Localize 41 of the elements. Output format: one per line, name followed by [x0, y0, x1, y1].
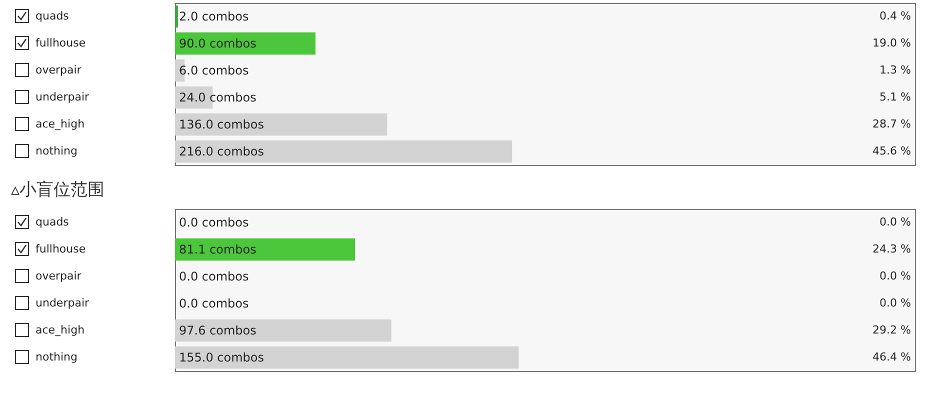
bar	[175, 140, 512, 163]
annotation: 24.0 combos	[179, 90, 256, 104]
data-label: 29.2 %	[872, 324, 911, 336]
data-label: 24.3 %	[872, 242, 911, 256]
chart-title: ▵小盲位范围	[11, 180, 105, 200]
bar	[175, 5, 178, 28]
y-tick-label: underpair	[36, 296, 90, 310]
data-label: 0.0 %	[880, 296, 911, 310]
annotation: 2.0 combos	[179, 10, 249, 24]
annotation: 0.0 combos	[179, 216, 249, 230]
y-tick-label: fullhouse	[36, 36, 86, 50]
data-label: 1.3 %	[880, 64, 911, 76]
y-tick-label: ace_high	[36, 324, 85, 336]
y-tick-label: underpair	[36, 90, 90, 104]
data-label: 45.6 %	[872, 144, 911, 158]
annotation: 216.0 combos	[179, 144, 264, 158]
annotation: 0.0 combos	[179, 296, 249, 310]
y-tick-label: overpair	[36, 270, 82, 282]
y-tick-label: nothing	[36, 350, 78, 364]
y-tick-label: quads	[36, 216, 70, 228]
annotation: 97.6 combos	[179, 324, 256, 338]
data-label: 46.4 %	[872, 350, 911, 364]
y-tick-label: overpair	[36, 64, 82, 76]
y-tick-label: ace_high	[36, 118, 85, 130]
annotation: 81.1 combos	[179, 242, 256, 256]
annotation: 0.0 combos	[179, 270, 249, 284]
annotation: 155.0 combos	[179, 350, 264, 364]
y-tick-label: fullhouse	[36, 242, 86, 256]
data-label: 0.0 %	[880, 270, 911, 282]
y-tick-label: quads	[36, 10, 70, 22]
data-label: 19.0 %	[872, 36, 911, 50]
data-label: 5.1 %	[880, 90, 911, 104]
annotation: 90.0 combos	[179, 36, 256, 50]
data-label: 0.0 %	[880, 216, 911, 228]
bar	[175, 113, 388, 136]
annotation: 136.0 combos	[179, 118, 264, 132]
data-label: 0.4 %	[880, 10, 911, 22]
bar	[175, 32, 316, 55]
data-label: 28.7 %	[872, 118, 911, 130]
annotation: 6.0 combos	[179, 64, 249, 78]
y-tick-label: nothing	[36, 144, 78, 158]
